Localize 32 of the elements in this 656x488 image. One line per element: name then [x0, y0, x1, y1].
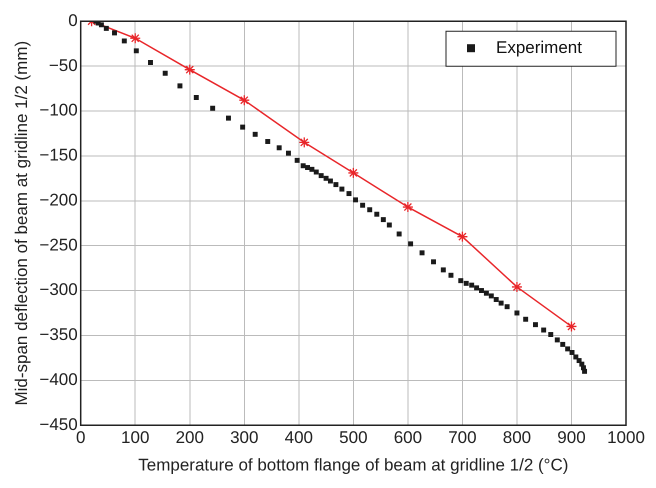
point — [348, 167, 359, 179]
y-tick-label: −50 — [48, 56, 78, 75]
y-tick-label: −150 — [39, 146, 78, 165]
point — [566, 320, 578, 332]
point — [511, 281, 523, 293]
y-tick-label: −400 — [39, 370, 78, 389]
y-axis-title: Mid-span deflection of beam at gridline 1/2 (mm) — [12, 40, 31, 406]
x-axis-title: Temperature of bottom flange of beam at gridline 1/2 (°C) — [138, 455, 568, 474]
point — [456, 231, 468, 242]
x-tick-label: 600 — [394, 428, 422, 448]
point — [298, 136, 310, 148]
y-tick-label: −100 — [39, 100, 78, 120]
x-tick-label: 800 — [502, 428, 532, 448]
point — [238, 94, 250, 106]
y-tick-label: −450 — [39, 414, 78, 434]
point — [184, 64, 196, 76]
x-tick-label: 300 — [230, 428, 258, 448]
y-tick-label: 0 — [68, 10, 78, 30]
y-tick-label: −200 — [39, 190, 78, 210]
y-tick-label: −350 — [39, 325, 78, 344]
x-tick-label: 200 — [176, 428, 204, 448]
y-tick-label: −250 — [39, 235, 78, 254]
x-tick-label: 1000 — [607, 428, 645, 448]
x-tick-label: 900 — [557, 428, 586, 448]
point — [130, 32, 141, 44]
legend-label: Experiment — [496, 38, 582, 57]
x-tick-label: 100 — [121, 428, 150, 448]
point — [402, 201, 414, 213]
y-tick-label: −300 — [39, 280, 78, 300]
x-tick-label: 700 — [448, 428, 477, 448]
x-tick-label: 400 — [284, 428, 313, 448]
x-tick-label: 500 — [339, 428, 368, 448]
